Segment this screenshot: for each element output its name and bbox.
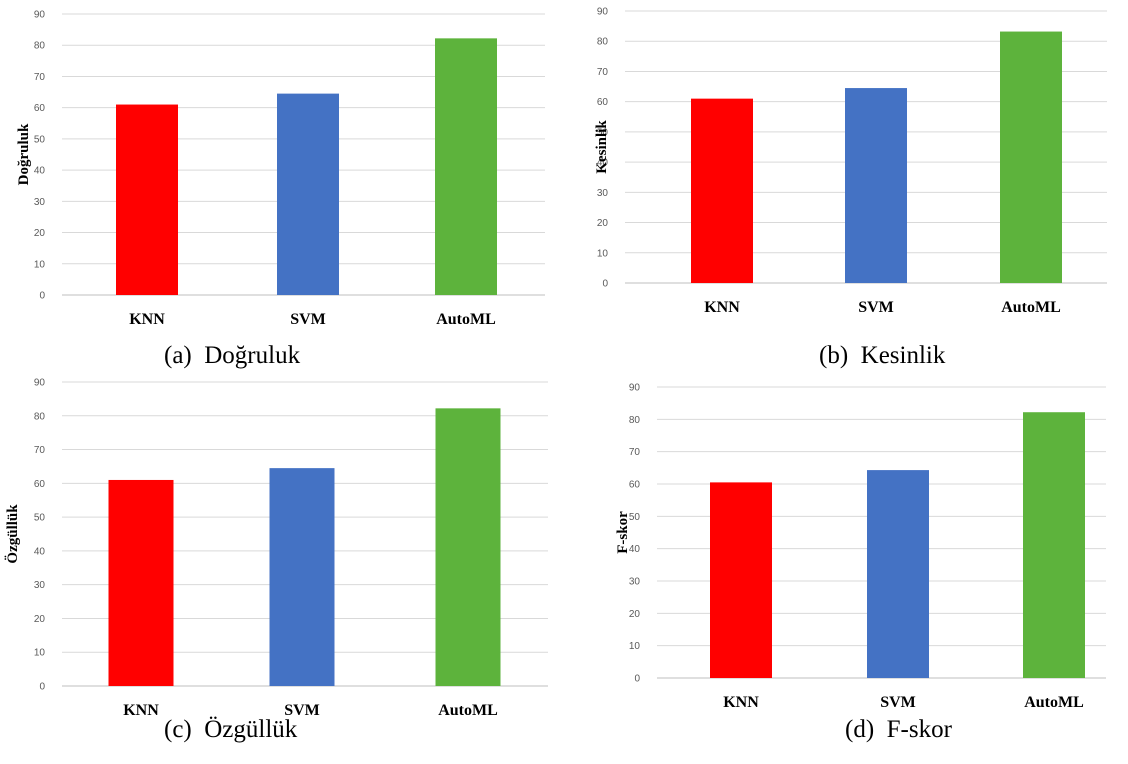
y-tick-label: 70	[34, 445, 46, 456]
y-tick-label: 80	[34, 41, 46, 52]
y-tick-label: 10	[34, 259, 46, 270]
y-axis-label: Doğruluk	[16, 123, 32, 185]
x-category-label: KNN	[129, 311, 165, 328]
y-tick-label: 10	[34, 648, 46, 659]
y-tick-label: 90	[629, 383, 641, 394]
y-tick-label: 10	[597, 248, 609, 259]
y-tick-label: 30	[597, 188, 609, 199]
x-category-label: SVM	[284, 702, 320, 715]
y-tick-label: 80	[597, 37, 609, 48]
y-tick-label: 0	[39, 682, 45, 693]
y-tick-label: 0	[602, 279, 608, 290]
y-axis-label: Kesinlik	[594, 120, 610, 174]
bar-svm	[867, 470, 929, 678]
y-tick-label: 60	[34, 103, 46, 114]
y-tick-label: 70	[34, 72, 46, 83]
chart-panel-b: 0 10 20 30 40 50 60 70 80 90 KNN SVM AutoML Kesinlik	[575, 0, 1128, 340]
y-axis-label: F-skor	[615, 511, 631, 554]
y-tick-label: 20	[629, 609, 641, 620]
y-tick-label: 50	[34, 513, 46, 524]
bar-knn	[116, 104, 178, 296]
y-tick-label: 90	[597, 7, 609, 18]
caption-b: (b) Kesinlik	[819, 342, 946, 369]
y-tick-label: 50	[597, 127, 609, 138]
y-tick-label: 50	[629, 512, 641, 523]
bar-automl	[435, 408, 501, 686]
chart-panel-d: 0 10 20 30 40 50 60 70 80 90 KNN SVM AutoML F-skor	[575, 375, 1128, 715]
chart-panel-a: 0 10 20 30 40 50 60 70 80 90 KNN SVM AutoML Doğruluk	[0, 0, 560, 340]
y-tick-label: 30	[34, 197, 46, 208]
y-tick-label: 20	[34, 614, 46, 625]
x-category-label: KNN	[704, 299, 740, 316]
x-category-label: AutoML	[1001, 299, 1061, 316]
y-tick-label: 20	[597, 218, 609, 229]
y-tick-label: 50	[34, 134, 46, 145]
bar-chart-d: 0 10 20 30 40 50 60 70 80 90 KNN SVM AutoML F-skor	[615, 383, 1106, 711]
y-tick-label: 60	[629, 480, 641, 491]
y-tick-label: 40	[629, 544, 641, 555]
y-tick-label: 70	[629, 447, 641, 458]
x-category-label: KNN	[723, 694, 759, 711]
bar-knn	[710, 482, 772, 678]
y-axis-label: Özgüllük	[4, 504, 21, 564]
y-tick-label: 80	[629, 415, 641, 426]
x-category-label: SVM	[290, 311, 326, 328]
y-tick-label: 60	[597, 97, 609, 108]
y-tick-label: 40	[34, 546, 46, 557]
y-tick-label: 90	[34, 378, 46, 389]
y-tick-label: 10	[629, 641, 641, 652]
y-tick-label: 30	[629, 577, 641, 588]
bar-knn	[108, 479, 174, 686]
caption-a: (a) Doğruluk	[164, 342, 301, 369]
y-tick-label: 80	[34, 411, 46, 422]
y-tick-label: 30	[34, 580, 46, 591]
caption-c: (c) Özgüllük	[164, 716, 298, 743]
x-category-label: AutoML	[438, 702, 498, 715]
y-tick-label: 90	[34, 10, 46, 21]
x-category-label: SVM	[858, 299, 894, 316]
y-tick-label: 40	[597, 158, 609, 169]
y-tick-label: 60	[34, 479, 46, 490]
y-tick-label: 20	[34, 228, 46, 239]
x-category-label: SVM	[880, 694, 916, 711]
bar-automl	[435, 38, 497, 295]
caption-d: (d) F-skor	[845, 716, 952, 743]
bar-svm	[277, 93, 339, 295]
chart-panel-c: 0 10 20 30 40 50 60 70 80 90 KNN SVM AutoML Özgüllük	[0, 375, 560, 715]
y-tick-label: 40	[34, 166, 46, 177]
bar-chart-c: 0 10 20 30 40 50 60 70 80 90 KNN SVM AutoML Özgüllük	[4, 378, 548, 715]
y-tick-label: 0	[39, 291, 45, 302]
bar-knn	[691, 98, 753, 284]
x-category-label: AutoML	[436, 311, 496, 328]
bar-automl	[1023, 412, 1085, 678]
bar-svm	[269, 468, 335, 686]
y-tick-label: 70	[597, 67, 609, 78]
y-tick-label: 0	[634, 674, 640, 685]
bar-chart-a: 0 10 20 30 40 50 60 70 80 90 KNN SVM AutoML Doğruluk	[16, 10, 545, 328]
bar-chart-b: 0 10 20 30 40 50 60 70 80 90 KNN SVM AutoML Kesinlik	[594, 7, 1107, 316]
x-category-label: KNN	[123, 702, 159, 715]
x-category-label: AutoML	[1024, 694, 1084, 711]
bar-automl	[1000, 31, 1062, 283]
bar-svm	[845, 88, 907, 283]
